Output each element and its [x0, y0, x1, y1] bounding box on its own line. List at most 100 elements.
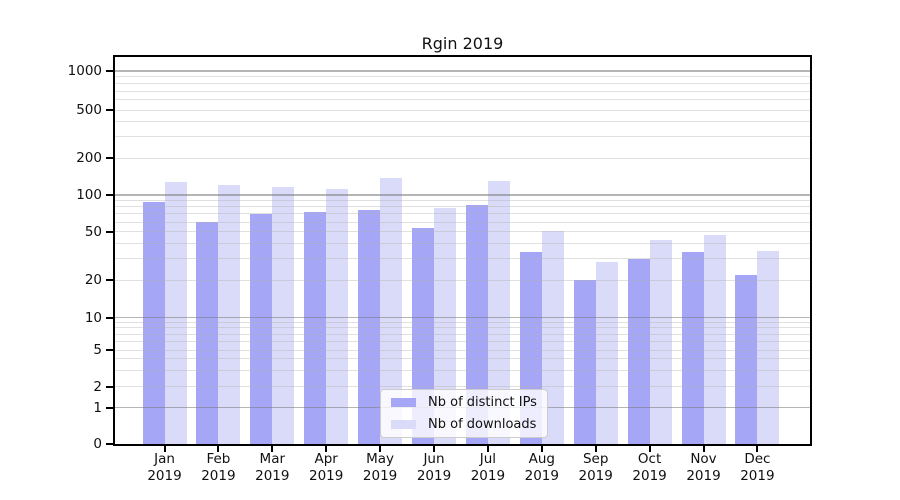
x-tick-label: Jul 2019: [470, 451, 506, 484]
bar-distinct-ips-dec: [735, 274, 758, 444]
gridline-minor: [115, 358, 810, 360]
gridline-minor: [115, 90, 810, 92]
y-tick-label: 0: [93, 436, 102, 452]
x-tick-label: Aug 2019: [524, 451, 559, 484]
y-tick-mark: [106, 279, 114, 281]
x-tick-label: Jan 2019: [147, 451, 182, 484]
y-tick-mark: [106, 443, 114, 445]
gridline-major: [115, 70, 810, 72]
y-tick-mark: [106, 385, 114, 388]
gridline-minor: [115, 121, 810, 123]
legend-label-distinct-ips: Nb of distinct IPs: [428, 395, 537, 410]
legend-label-downloads: Nb of downloads: [428, 417, 537, 432]
x-tick-mark: [540, 444, 543, 452]
x-tick-label: Apr 2019: [309, 451, 344, 484]
bar-downloads-may: [380, 178, 403, 444]
y-tick-label: 100: [76, 187, 102, 203]
gridline-minor: [115, 349, 810, 351]
y-tick-label: 50: [84, 223, 102, 240]
x-tick-mark: [756, 444, 759, 452]
x-tick-mark: [702, 444, 705, 452]
y-tick-mark: [106, 316, 114, 319]
bar-distinct-ips-jan: [142, 202, 165, 444]
gridline-minor: [115, 321, 810, 323]
x-tick-label: Nov 2019: [686, 451, 721, 484]
gridline-minor: [115, 231, 810, 233]
gridline-minor: [115, 242, 810, 244]
x-tick-mark: [594, 444, 597, 452]
gridline-minor: [115, 99, 810, 101]
bar-downloads-sep: [595, 262, 618, 444]
bar-downloads-feb: [218, 185, 241, 444]
gridline-minor: [115, 258, 810, 260]
bar-downloads-jul: [487, 180, 510, 444]
x-tick-label: Mar 2019: [255, 451, 290, 484]
y-tick-label: 1000: [67, 63, 102, 79]
gridline-minor: [115, 76, 810, 78]
x-tick-label: Dec 2019: [740, 451, 775, 484]
y-tick-label: 1: [93, 399, 102, 416]
x-tick-mark: [217, 444, 220, 452]
y-tick-mark: [106, 406, 114, 409]
y-tick-mark: [106, 349, 114, 351]
y-tick-label: 200: [76, 150, 102, 167]
x-tick-mark: [433, 444, 435, 452]
bar-distinct-ips-mar: [250, 213, 273, 444]
bar-distinct-ips-jul: [465, 204, 488, 444]
bar-downloads-oct: [649, 239, 672, 444]
x-tick-label: Feb 2019: [201, 451, 236, 484]
y-tick-label: 5: [93, 342, 102, 358]
x-tick-label: May 2019: [362, 451, 398, 484]
gridline-major: [115, 194, 810, 196]
gridline-minor: [115, 340, 810, 342]
x-tick-mark: [271, 444, 274, 452]
gridline-minor: [115, 279, 810, 281]
gridline-minor: [115, 221, 810, 223]
legend-item-downloads: Nb of downloads: [387, 415, 541, 434]
bar-downloads-nov: [703, 234, 726, 444]
gridline-major: [115, 316, 810, 319]
gridline-minor: [115, 327, 810, 329]
y-tick-mark: [106, 230, 114, 233]
y-tick-label: 2: [93, 378, 102, 395]
bar-downloads-dec: [757, 250, 780, 444]
gridline-minor: [115, 333, 810, 335]
gridline-minor: [115, 213, 810, 215]
plot-area: [113, 55, 812, 446]
legend: Nb of distinct IPs Nb of downloads: [380, 389, 548, 438]
y-tick-mark: [106, 194, 114, 196]
gridline-minor: [115, 200, 810, 202]
gridline-minor: [115, 83, 810, 85]
y-tick-label: 500: [76, 102, 102, 118]
y-tick-mark: [106, 157, 114, 160]
bar-downloads-mar: [272, 187, 295, 444]
x-tick-label: Sep 2019: [578, 451, 613, 484]
gridline-minor: [115, 157, 810, 159]
x-tick-mark: [648, 444, 651, 452]
y-tick-mark: [106, 109, 114, 111]
x-tick-mark: [325, 444, 328, 452]
x-tick-mark: [486, 444, 489, 452]
bar-distinct-ips-feb: [196, 222, 219, 444]
chart-title: Rgin 2019: [421, 34, 504, 53]
x-tick-mark: [379, 444, 382, 452]
bar-distinct-ips-sep: [573, 280, 596, 444]
bar-distinct-ips-nov: [681, 252, 704, 444]
gridline-minor: [115, 136, 810, 138]
bar-distinct-ips-may: [358, 209, 381, 444]
gridline-minor: [115, 206, 810, 208]
y-tick-label: 20: [84, 272, 102, 288]
y-tick-mark: [106, 70, 114, 72]
legend-item-distinct-ips: Nb of distinct IPs: [387, 393, 541, 412]
bar-distinct-ips-oct: [627, 258, 650, 444]
x-tick-label: Oct 2019: [632, 451, 667, 484]
bar-distinct-ips-apr: [304, 211, 327, 444]
bar-downloads-jan: [164, 181, 187, 444]
gridline-minor: [115, 386, 810, 387]
gridline-minor: [115, 369, 810, 371]
y-tick-label: 10: [84, 309, 102, 326]
x-tick-mark: [163, 444, 166, 452]
gridline-minor: [115, 109, 810, 111]
legend-swatch-downloads-icon: [391, 420, 416, 429]
